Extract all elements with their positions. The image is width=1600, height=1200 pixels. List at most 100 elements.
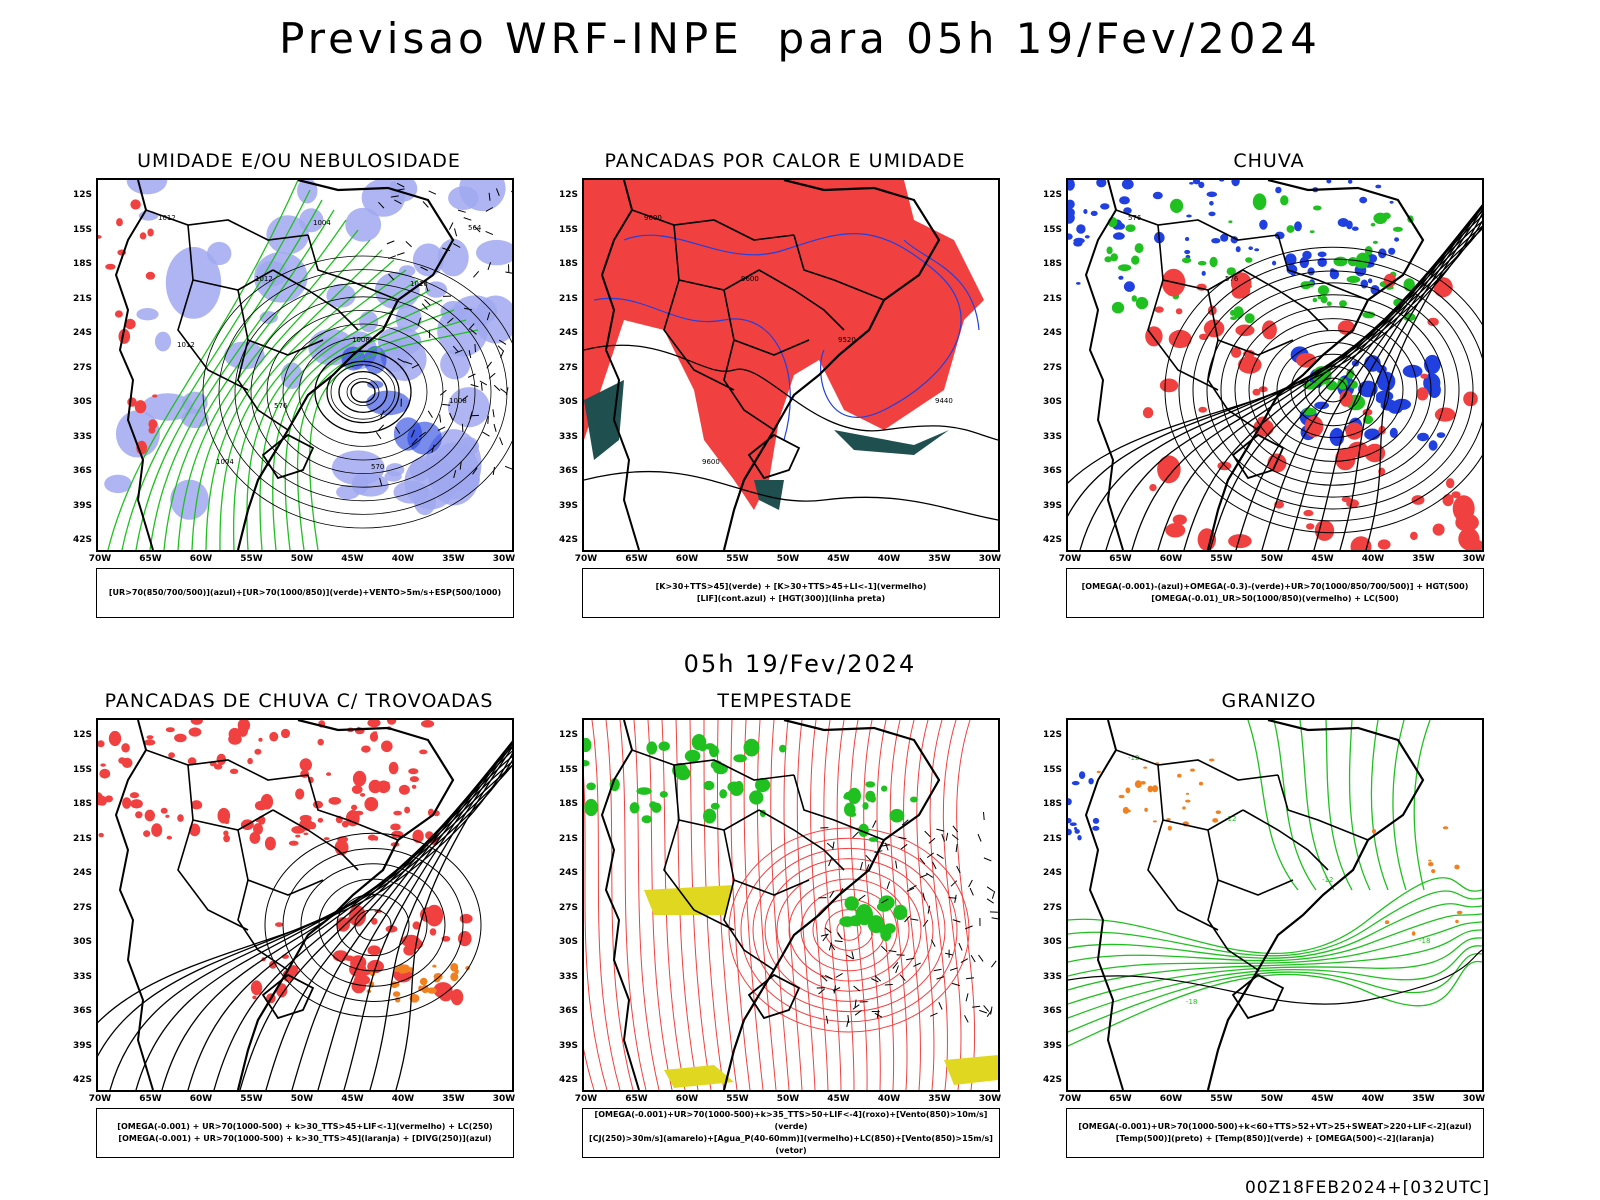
- latitude-tick-label: 12S: [72, 190, 92, 200]
- panel-legend: [OMEGA(-0.001) + UR>70(1000-500) + k>30_…: [96, 1108, 514, 1158]
- longitude-tick-label: 55W: [240, 554, 263, 564]
- latitude-tick-label: 15S: [558, 764, 578, 775]
- latitude-tick-label: 30S: [72, 937, 92, 947]
- latitude-tick-label: 21S: [72, 293, 92, 304]
- latitude-axis: 12S 15S 18S 21S 24S 27S 30S 33S 36S 39S 42S: [62, 718, 94, 1092]
- latitude-tick-label: 33S: [558, 431, 578, 442]
- shaded-region: [366, 963, 470, 1003]
- latitude-tick-label: 42S: [558, 535, 578, 545]
- map-panel-tempestade: TEMPESTADE 12S 15S 18S 21S 24S 27S 30S 33S 36S 39S…: [559, 690, 1002, 1160]
- latitude-axis: 12S 15S 18S 21S 24S 27S 30S 33S 36S 39S 42S: [1032, 718, 1064, 1092]
- longitude-tick-label: 65W: [139, 554, 162, 564]
- latitude-tick-label: 36S: [1042, 1006, 1062, 1016]
- legend-line: [OMEGA(-0.001)-(azul)+OMEGA(-0.3)-(verde…: [1081, 582, 1469, 591]
- latitude-tick-label: 33S: [72, 971, 92, 982]
- longitude-tick-label: 45W: [1311, 554, 1334, 564]
- longitude-tick-label: 70W: [574, 554, 598, 564]
- latitude-tick-label: 42S: [72, 1075, 92, 1085]
- legend-line: [OMEGA(-0.001)+UR>70(1000-500)+k>35_TTS>…: [594, 1110, 988, 1131]
- panel-title: TEMPESTADE: [717, 690, 853, 712]
- latitude-tick-label: 36S: [1042, 466, 1062, 476]
- contour-label: -12: [1225, 815, 1236, 823]
- latitude-tick-label: 12S: [558, 190, 578, 200]
- latitude-tick-label: 18S: [72, 259, 92, 269]
- longitude-axis: 70W 65W 60W 55W 50W 45W 40W 35W 30W: [1059, 1094, 1485, 1106]
- longitude-tick-label: 65W: [625, 554, 648, 564]
- map-panel-pancadas-calor: PANCADAS POR CALOR E UMIDADE 9600 9600 9520…: [559, 150, 1001, 620]
- latitude-tick-label: 21S: [558, 833, 578, 844]
- longitude-tick-label: 55W: [726, 1094, 749, 1104]
- latitude-tick-label: 24S: [72, 328, 92, 338]
- jet-stream-area: [644, 885, 734, 915]
- mid-title: 05h 19/Fev/2024: [683, 650, 917, 678]
- latitude-tick-label: 21S: [1042, 833, 1062, 844]
- latitude-tick-label: 15S: [1042, 224, 1062, 235]
- contour-label: 1008: [449, 397, 467, 405]
- latitude-tick-label: 33S: [1042, 431, 1062, 442]
- contour-label: 9600: [741, 275, 759, 283]
- longitude-tick-label: 35W: [1412, 554, 1435, 564]
- latitude-tick-label: 12S: [1042, 190, 1062, 200]
- longitude-tick-label: 35W: [442, 1094, 465, 1104]
- latitude-tick-label: 30S: [558, 937, 578, 947]
- longitude-tick-label: 50W: [290, 554, 314, 564]
- longitude-axis: 70W 65W 60W 55W 50W 45W 40W 35W 30W: [575, 554, 1001, 566]
- longitude-tick-label: 45W: [827, 1094, 850, 1104]
- pressure-contours: [202, 255, 512, 529]
- forecast-map: 1012 1012 1008 1008 1004 1004 1016 1012 576 570 56…: [96, 178, 514, 552]
- panel-legend: [UR>70(850/700/500)](azul)+[UR>70(1000/8…: [96, 568, 514, 618]
- latitude-tick-label: 30S: [1042, 937, 1062, 947]
- longitude-axis: 70W 65W 60W 55W 50W 45W 40W 35W 30W: [89, 1094, 516, 1106]
- shaded-region: [839, 895, 908, 942]
- latitude-tick-label: 36S: [72, 1006, 92, 1016]
- latitude-tick-label: 21S: [1042, 293, 1062, 304]
- pressure-contours: [1164, 246, 1482, 534]
- longitude-tick-label: 60W: [189, 554, 213, 564]
- red-shaded-area: [584, 180, 984, 510]
- panel-title: PANCADAS POR CALOR E UMIDADE: [604, 150, 966, 172]
- map-panel-pancadas-trovoadas: PANCADAS DE CHUVA C/ TROVOADAS 12S 15S 18S 2…: [73, 690, 516, 1160]
- longitude-tick-label: 60W: [189, 1094, 213, 1104]
- contour-label: 1012: [177, 341, 195, 349]
- contour-label: 1004: [313, 219, 331, 227]
- latitude-tick-label: 39S: [72, 500, 92, 511]
- longitude-tick-label: 60W: [1159, 554, 1183, 564]
- longitude-tick-label: 70W: [1058, 554, 1082, 564]
- latitude-tick-label: 18S: [558, 799, 578, 809]
- map-panel-chuva: CHUVA 576 576 12S 15S 18S 21S 24S 27S 30S 33S 36S 39…: [1043, 150, 1486, 620]
- latitude-tick-label: 30S: [72, 397, 92, 407]
- latitude-tick-label: 15S: [1042, 764, 1062, 775]
- latitude-tick-label: 24S: [558, 328, 578, 338]
- longitude-tick-label: 65W: [1109, 554, 1132, 564]
- legend-line: [Temp(500)](preto) + [Temp(850)](verde) …: [1115, 1134, 1435, 1143]
- latitude-tick-label: 21S: [72, 833, 92, 844]
- longitude-tick-label: 30W: [1462, 554, 1486, 564]
- forecast-map: -12 -12 -12 -18 -18: [1066, 718, 1484, 1092]
- contour-label: 576: [274, 402, 288, 410]
- legend-line: [OMEGA(-0.01)_UR>50(1000/850)(vermelho) …: [1151, 594, 1399, 603]
- shaded-region: [332, 904, 473, 1006]
- contour-label: -18: [1186, 998, 1197, 1006]
- panel-legend: [OMEGA(-0.001)+UR>70(1000-500)+k>35_TTS>…: [582, 1108, 1000, 1158]
- latitude-tick-label: 39S: [558, 1040, 578, 1051]
- shaded-region: [1068, 771, 1100, 841]
- latitude-tick-label: 24S: [1042, 328, 1062, 338]
- latitude-axis: 12S 15S 18S 21S 24S 27S 30S 33S 36S 39S 42S: [1032, 178, 1064, 552]
- longitude-tick-label: 50W: [776, 554, 800, 564]
- latitude-tick-label: 18S: [558, 259, 578, 269]
- pressure-contours: [728, 827, 970, 1033]
- latitude-tick-label: 24S: [1042, 868, 1062, 878]
- contour-label: 1012: [255, 275, 273, 283]
- latitude-tick-label: 27S: [558, 362, 578, 373]
- latitude-tick-label: 15S: [558, 224, 578, 235]
- longitude-tick-label: 35W: [928, 1094, 951, 1104]
- longitude-tick-label: 30W: [492, 1094, 516, 1104]
- latitude-tick-label: 24S: [72, 868, 92, 878]
- longitude-tick-label: 60W: [675, 554, 699, 564]
- latitude-tick-label: 24S: [558, 868, 578, 878]
- forecast-run-stamp: 00Z18FEB2024+[032UTC]: [1244, 1178, 1490, 1198]
- longitude-tick-label: 50W: [776, 1094, 800, 1104]
- longitude-tick-label: 30W: [978, 1094, 1002, 1104]
- contour-label: -12: [1128, 754, 1139, 762]
- longitude-tick-label: 40W: [1361, 1094, 1385, 1104]
